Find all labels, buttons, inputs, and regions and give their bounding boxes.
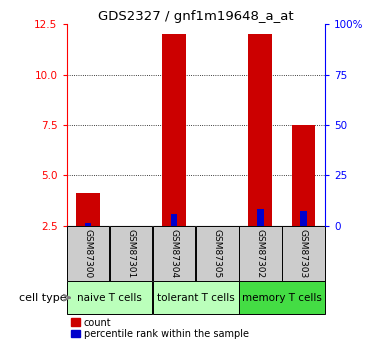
- Text: GSM87305: GSM87305: [213, 229, 222, 278]
- Bar: [76, 193, 100, 226]
- Text: GSM87301: GSM87301: [127, 229, 136, 278]
- Bar: [85, 223, 91, 226]
- Text: GSM87304: GSM87304: [169, 229, 179, 278]
- Bar: [257, 209, 263, 226]
- Bar: [300, 211, 307, 226]
- Bar: [153, 281, 239, 314]
- Text: GSM87303: GSM87303: [299, 229, 308, 278]
- Text: GSM87300: GSM87300: [84, 229, 93, 278]
- Bar: [282, 226, 325, 281]
- Bar: [162, 34, 186, 226]
- Text: tolerant T cells: tolerant T cells: [157, 293, 234, 303]
- Legend: count, percentile rank within the sample: count, percentile rank within the sample: [71, 317, 249, 339]
- Bar: [67, 281, 152, 314]
- Bar: [110, 226, 152, 281]
- Text: cell type: cell type: [19, 293, 66, 303]
- Bar: [67, 226, 109, 281]
- Bar: [239, 281, 325, 314]
- Bar: [291, 125, 315, 226]
- Text: naive T cells: naive T cells: [77, 293, 142, 303]
- Bar: [249, 34, 272, 226]
- Bar: [153, 226, 195, 281]
- Title: GDS2327 / gnf1m19648_a_at: GDS2327 / gnf1m19648_a_at: [98, 10, 293, 23]
- Bar: [171, 214, 177, 226]
- Text: memory T cells: memory T cells: [242, 293, 322, 303]
- Bar: [196, 226, 239, 281]
- Bar: [239, 226, 282, 281]
- Text: GSM87302: GSM87302: [256, 229, 265, 278]
